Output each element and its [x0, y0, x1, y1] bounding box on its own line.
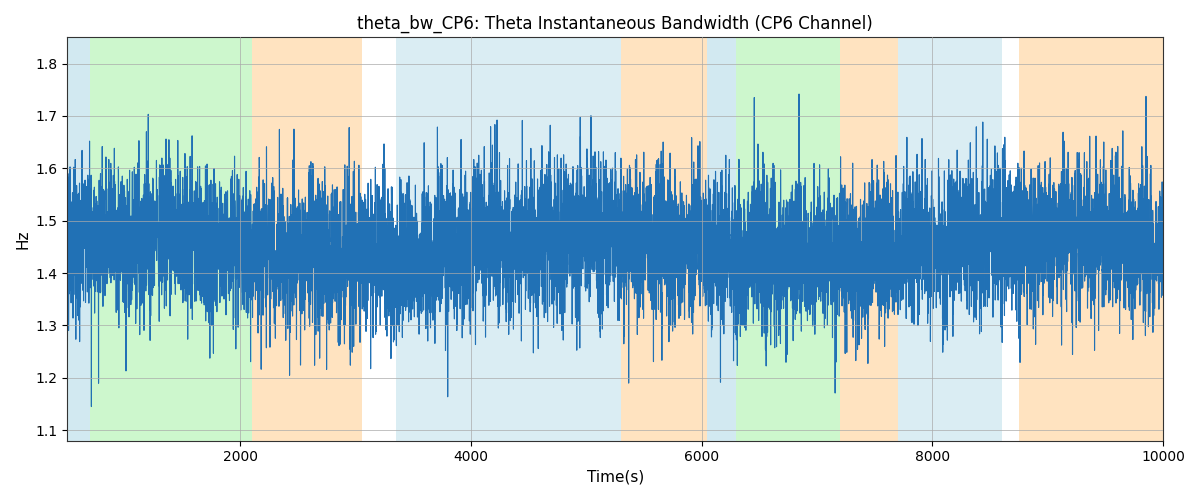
- Bar: [737, 38, 840, 440]
- Bar: [620, 38, 708, 440]
- Y-axis label: Hz: Hz: [16, 230, 30, 249]
- Bar: [1019, 38, 1163, 440]
- Bar: [708, 38, 737, 440]
- Bar: [67, 38, 90, 440]
- Bar: [396, 38, 620, 440]
- Bar: [898, 38, 1002, 440]
- Title: theta_bw_CP6: Theta Instantaneous Bandwidth (CP6 Channel): theta_bw_CP6: Theta Instantaneous Bandwi…: [358, 15, 874, 34]
- X-axis label: Time(s): Time(s): [587, 470, 644, 485]
- Bar: [840, 38, 898, 440]
- Bar: [90, 38, 252, 440]
- Bar: [252, 38, 361, 440]
